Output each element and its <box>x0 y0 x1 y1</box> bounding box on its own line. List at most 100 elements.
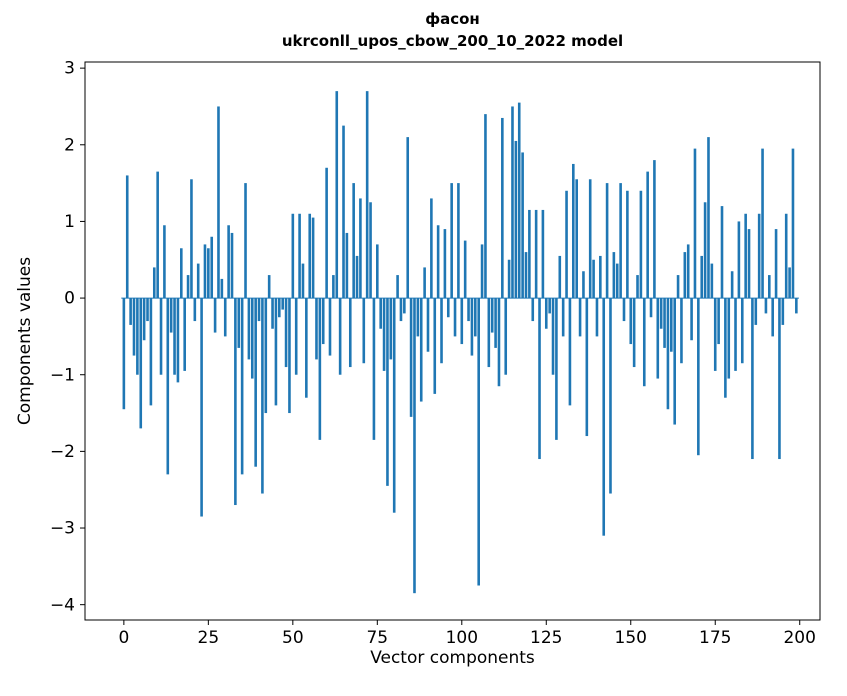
bar <box>690 298 693 341</box>
bar <box>700 255 704 299</box>
bar <box>166 298 170 475</box>
bar <box>558 255 562 299</box>
bar <box>355 255 359 299</box>
bar <box>298 213 301 299</box>
bar <box>605 183 609 299</box>
bar <box>345 232 349 299</box>
bar <box>636 275 639 299</box>
bar <box>784 213 788 299</box>
x-tick-label: 150 <box>615 628 647 648</box>
bar <box>534 209 538 299</box>
x-axis-label: Vector components <box>370 648 535 668</box>
bar <box>352 183 355 299</box>
bar <box>453 298 457 337</box>
bar <box>744 213 747 299</box>
bar <box>713 298 717 371</box>
y-tick-label: −1 <box>50 365 75 385</box>
bar <box>656 298 660 379</box>
bar <box>440 298 443 364</box>
bar <box>301 263 305 299</box>
bar <box>372 298 376 440</box>
bar <box>629 298 633 345</box>
bar <box>697 298 700 456</box>
bar <box>592 259 595 299</box>
bar <box>544 298 548 329</box>
bar <box>528 209 531 299</box>
bar <box>369 202 372 299</box>
bar <box>477 298 480 586</box>
x-tick-label: 25 <box>198 628 220 648</box>
bar <box>328 298 332 356</box>
bar <box>626 190 629 299</box>
bar <box>365 91 369 299</box>
bar <box>710 263 714 299</box>
bar <box>588 179 592 299</box>
bar <box>599 255 602 299</box>
bar <box>152 267 156 299</box>
bar <box>521 152 524 299</box>
bar <box>764 298 768 314</box>
bar <box>190 179 193 299</box>
bar <box>457 183 460 299</box>
bar <box>433 298 437 394</box>
bar <box>595 298 599 337</box>
bar <box>622 298 626 322</box>
bar <box>497 298 501 387</box>
bar <box>386 298 389 486</box>
bar <box>673 298 676 425</box>
bar <box>524 252 528 299</box>
bar <box>234 298 237 506</box>
axes-frame <box>84 61 821 621</box>
bar <box>247 298 251 360</box>
bar <box>217 106 220 299</box>
bar <box>389 298 393 360</box>
bar <box>129 298 132 325</box>
bar <box>788 267 791 299</box>
y-tick-label: −2 <box>50 442 75 462</box>
bar <box>443 229 447 299</box>
bar <box>670 298 673 352</box>
bar <box>730 271 734 299</box>
bar <box>436 225 440 299</box>
bar <box>207 248 210 299</box>
bar <box>359 198 362 299</box>
bar <box>585 298 589 437</box>
bar <box>470 298 474 356</box>
bar <box>734 298 737 371</box>
y-tick-label: 2 <box>64 135 75 155</box>
bar <box>480 244 484 299</box>
bar <box>703 202 707 299</box>
bar <box>720 206 724 299</box>
bar <box>575 179 578 299</box>
bar <box>288 298 291 414</box>
bar <box>139 298 143 429</box>
bar <box>612 252 616 299</box>
bar <box>514 140 518 299</box>
bar <box>419 298 423 402</box>
y-tick-label: 3 <box>64 59 75 79</box>
bar <box>274 298 278 406</box>
bar <box>653 160 656 299</box>
bar <box>717 298 720 345</box>
bar <box>142 298 146 341</box>
bar <box>203 244 207 299</box>
bar <box>159 298 163 375</box>
bar <box>541 209 545 299</box>
bar <box>173 298 176 375</box>
bar <box>382 298 386 371</box>
bar <box>751 298 754 460</box>
x-tick-label: 50 <box>282 628 304 648</box>
bar <box>376 244 379 299</box>
bar <box>504 298 508 375</box>
bar <box>250 298 254 379</box>
bar <box>125 175 129 299</box>
chart-title-line1: фасон <box>425 10 480 28</box>
bar <box>244 183 247 299</box>
bar <box>278 298 281 318</box>
bar <box>724 298 727 398</box>
bar <box>538 298 541 460</box>
x-tick-label: 75 <box>366 628 388 648</box>
bar <box>332 275 335 299</box>
bar <box>321 298 325 345</box>
